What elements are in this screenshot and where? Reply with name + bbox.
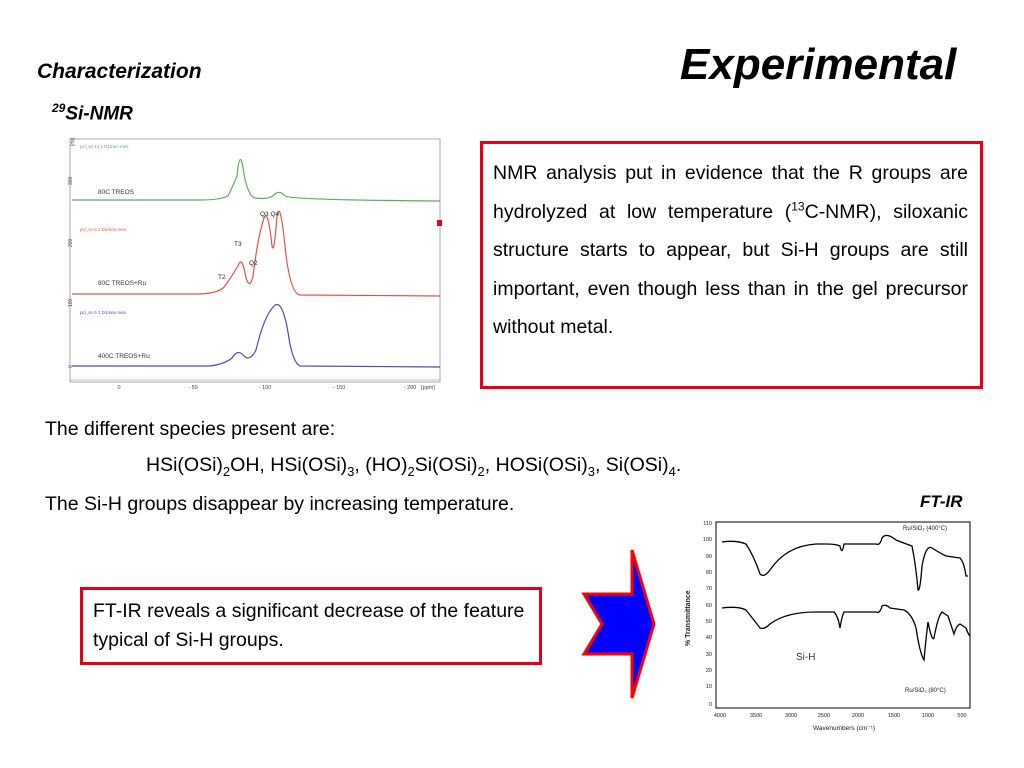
ftir-y-tick: 70 [706,586,712,592]
ftir-x-tick: 2500 [818,713,830,719]
species-intro: The different species present are: [45,418,336,440]
ftir-x-tick: 4000 [714,713,726,719]
nmr-heading: 29Si-NMR [52,101,133,125]
nmr-y-tick: 200 [68,238,74,247]
species-subscript: 4 [668,463,676,479]
nmr-x-tick: - 200 [404,385,417,391]
ftir-y-tick: 60 [706,603,712,609]
nmr-analysis-text-2: C-NMR), siloxanic structure starts to ap… [493,200,968,339]
species-text: OH, HSi(OSi) [230,454,348,476]
nmr-trace-top [72,158,441,202]
section-heading: Characterization [37,60,202,83]
ftir-trace-400c [721,534,968,591]
species-subscript: 2 [407,463,415,479]
nmr-y-tick: 300 [68,176,74,185]
nmr-trace-middle [72,210,441,297]
sih-temperature-line: The Si-H groups disappear by increasing … [45,493,515,515]
ftir-x-tick: 1500 [888,713,900,719]
ftir-sih-annotation: Si-H [796,652,815,663]
nmr-peak-label: Q2 [249,260,258,267]
species-text: Si(OSi) [414,454,478,476]
ftir-y-tick: 110 [703,521,712,527]
ftir-x-tick: 3500 [750,713,762,719]
ftir-y-tick: 100 [703,537,712,543]
ftir-summary-box: FT-IR reveals a significant decrease of … [80,587,542,665]
species-subscript: 3 [347,463,355,479]
ftir-x-label: Wavenumbers (cm⁻¹) [813,725,875,732]
species-text: . [675,454,682,476]
species-text: , Si(OSi) [594,454,669,476]
ftir-label: FT-IR [920,492,963,511]
ftir-x-tick: 2000 [852,713,864,719]
nmr-marker [437,220,442,226]
nmr-trace-label: 80C TREOS+Ru [98,280,146,287]
nmr-trace-header: pcl_sn 5 1 D1/neo mes [80,227,127,232]
nmr-peak-label: T2 [218,274,226,281]
ftir-legend-400c: Ru/SiO₂ (400°C) [903,526,947,532]
species-list: HSi(OSi)2OH, HSi(OSi)3, (HO)2Si(OSi)2, H… [146,454,681,479]
species-text: , (HO) [354,454,408,476]
nmr-trace-header: pcl_sn 14 1 D1/neo mes [80,144,129,149]
nmr-peak-label: T3 [234,241,242,248]
species-subscript: 3 [587,463,595,479]
ftir-y-tick: 80 [706,570,712,576]
ftir-y-tick: 0 [709,702,712,708]
species-text: , HOSi(OSi) [484,454,588,476]
nmr-x-tick: 0 [117,385,120,391]
nmr-trace-label: 80C TREOS [98,189,135,196]
nmr-analysis-isotope: 13 [791,199,805,213]
nmr-trace-label: 400C TREOS+Ru [98,353,150,360]
nmr-x-tick: - 100 [259,385,272,391]
nmr-heading-isotope: 29 [52,101,66,115]
ftir-trace-80c [721,604,971,662]
nmr-analysis-box: NMR analysis put in evidence that the R … [480,141,983,389]
ftir-y-tick: 20 [706,668,712,674]
nmr-x-tick: - 150 [333,385,346,391]
nmr-analysis-text-1: NMR analysis put in evidence that the R … [493,162,968,223]
species-subscript: 2 [477,463,485,479]
ftir-x-tick: 1000 [922,713,934,719]
nmr-x-unit: [ppm] [421,385,435,391]
species-subscript: 2 [222,463,231,479]
ftir-legend-80c: Ru/SiO₂ (80°C) [905,688,946,694]
nmr-heading-text: Si-NMR [65,103,133,125]
ftir-x-tick: 500 [957,713,966,719]
nmr-x-tick: - 50 [188,385,197,391]
nmr-trace-bottom [72,304,441,368]
nmr-trace-header: pcl_sn 6 1 D1/neo mes [80,310,127,315]
nmr-y-tick: 100 [68,298,74,307]
ftir-x-tick: 3000 [785,713,797,719]
species-text: HSi(OSi) [146,454,223,476]
ftir-y-tick: 30 [706,652,712,658]
right-arrow-icon [581,549,656,699]
ftir-spectrum-figure: % Transmittance 110 100 90 80 70 60 50 4… [685,521,971,732]
ftir-y-tick: 50 [706,619,712,625]
slide-title: Experimental [680,40,957,89]
ftir-y-tick: 10 [706,684,712,690]
nmr-y-unit: [mi] [70,137,76,146]
nmr-y-tick: 0 [68,365,74,368]
ftir-y-tick: 90 [706,554,712,560]
nmr-frame [69,138,441,383]
ftir-y-label: % Transmittance [685,590,692,646]
ftir-frame [715,521,971,709]
nmr-peak-label: Q3 Q4 [260,211,280,218]
ftir-y-tick: 40 [706,635,712,641]
nmr-spectrum-figure: [mi] 300 200 100 0 pcl_sn 14 1 D1/neo me… [68,137,442,391]
